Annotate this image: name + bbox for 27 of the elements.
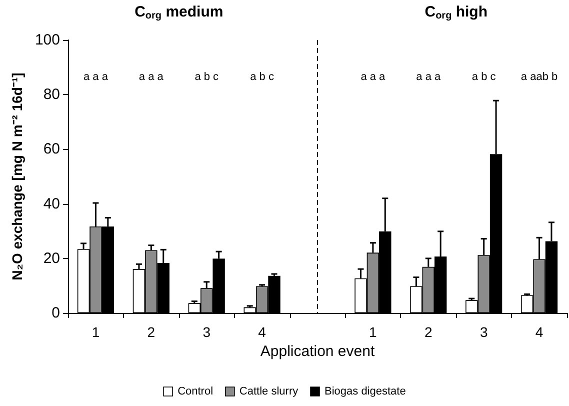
- y-tick-label: 80: [43, 86, 60, 104]
- y-tick-label: 100: [34, 32, 60, 48]
- x-tick-label: 3: [202, 324, 211, 340]
- annotation: a b c: [472, 71, 496, 83]
- x-tick-label: 2: [424, 324, 432, 340]
- x-tick-label: 4: [258, 324, 266, 340]
- x-tick-label: 2: [147, 324, 156, 340]
- annotation: a a a: [360, 71, 386, 83]
- y-tick-label: 20: [43, 250, 60, 267]
- x-tick-label: 3: [480, 324, 488, 340]
- x-tick-label: 4: [535, 324, 544, 340]
- annotation: a aab b: [520, 71, 558, 83]
- annotation: a a a: [83, 71, 109, 83]
- legend-label: Biogas digestate: [324, 386, 406, 398]
- legend-label: Cattle slurry: [239, 386, 299, 398]
- legend-label: Control: [178, 386, 214, 398]
- annotation: a a a: [138, 71, 164, 83]
- x-tick-label: 1: [369, 324, 378, 340]
- x-tick-label: 1: [92, 324, 100, 340]
- annotation: a b c: [194, 71, 220, 83]
- annotation: a a a: [416, 71, 442, 83]
- y-tick-label: 60: [43, 140, 60, 158]
- x-axis-title: Application event: [260, 342, 376, 360]
- y-tick-label: 40: [43, 195, 60, 212]
- y-axis-title: N₂O exchange [mg N m⁻² 16d⁻¹]: [9, 72, 26, 280]
- y-tick-label: 0: [52, 304, 60, 322]
- annotation: a b c: [250, 71, 274, 83]
